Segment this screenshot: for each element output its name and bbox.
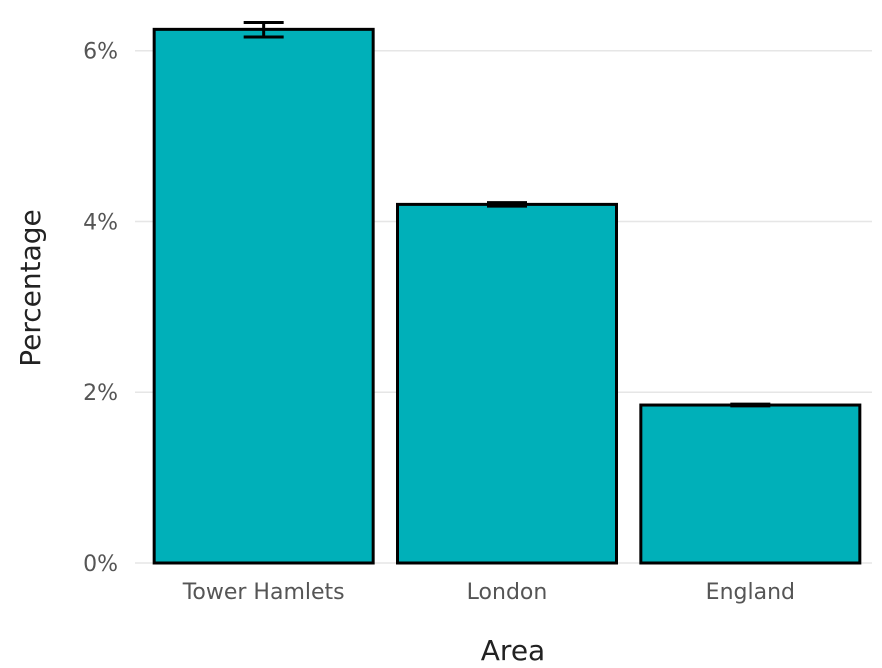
- y-tick-label: 6%: [83, 40, 118, 65]
- bar: [152, 27, 375, 565]
- bars: [152, 27, 862, 565]
- bar: [396, 202, 618, 565]
- y-axis-title: Percentage: [14, 209, 47, 367]
- error-bar: [730, 402, 771, 408]
- y-tick-label: 4%: [83, 210, 118, 235]
- x-tick-label: London: [467, 580, 548, 605]
- error-bars: [243, 21, 771, 408]
- y-tick-label: 0%: [83, 552, 118, 577]
- error-bar: [243, 21, 284, 39]
- x-tick-labels: Tower Hamlets London England: [182, 580, 795, 605]
- error-bar: [487, 201, 527, 208]
- x-axis-title: Area: [481, 634, 545, 667]
- y-tick-labels: 0% 2% 4% 6%: [83, 40, 118, 577]
- x-tick-label: Tower Hamlets: [182, 580, 345, 605]
- y-tick-label: 2%: [83, 381, 118, 406]
- bar: [639, 403, 862, 565]
- x-tick-label: England: [706, 580, 795, 605]
